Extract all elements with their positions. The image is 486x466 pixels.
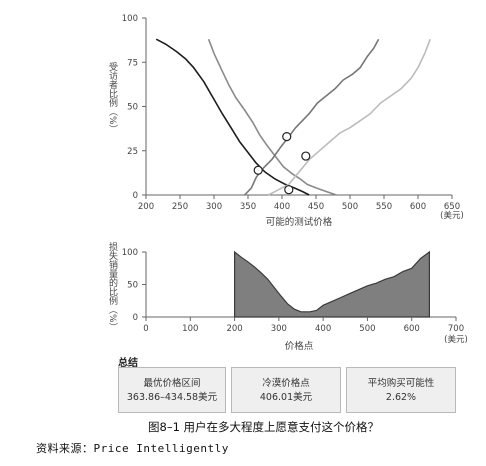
chart1-y-tick-label: 0 <box>133 191 138 201</box>
chart1-x-tick-label: 200 <box>138 202 154 212</box>
figure-caption: 图8–1 用户在多大程度上愿意支付这个价格？ <box>148 420 380 434</box>
chart1-y-tick-label: 100 <box>122 14 138 24</box>
chart1-series-line-4 <box>268 38 431 196</box>
chart1-x-tick-label: 250 <box>172 202 188 212</box>
chart1-x-tick-label: 600 <box>410 202 426 212</box>
chart2-x-tick-label: 0 <box>143 324 148 334</box>
chart1-y-tick-label: 25 <box>127 147 138 157</box>
summary-box-value: 406.01美元 <box>259 392 313 403</box>
chart1-y-tick-label: 75 <box>127 58 138 68</box>
chart1-x-unit: (美元) <box>440 210 464 221</box>
chart2-x-unit: (美元) <box>444 334 468 345</box>
summary-box-optimal-range: 最优价格区间 363.86–434.58美元 <box>118 367 226 413</box>
chart2-x-tick-label: 300 <box>271 324 287 334</box>
chart1-x-tick-label: 300 <box>206 202 222 212</box>
chart2-y-tick-label: 50 <box>127 281 138 291</box>
chart2-x-tick-label: 400 <box>315 324 331 334</box>
chart1-x-tick-label: 550 <box>376 202 392 212</box>
chart2-y-tick-label: 100 <box>122 248 138 258</box>
source-note: 资料来源：Price Intelligently <box>36 442 229 455</box>
chart1-series-line-2 <box>207 38 337 196</box>
chart1-x-tick-label: 450 <box>308 202 324 212</box>
summary-box-indifference-price: 冷漠价格点 406.01美元 <box>231 367 341 413</box>
chart1-intersection-marker <box>301 151 311 161</box>
chart2-y-label: 损失销量的比例（%） <box>107 241 118 332</box>
summary-box-value: 2.62% <box>385 392 417 403</box>
summary-title: 总结 <box>118 358 138 369</box>
chart2-x-label: 价格点 <box>285 340 314 352</box>
chart2-x-tick-label: 600 <box>404 324 420 334</box>
chart2-x-tick-label: 500 <box>359 324 375 334</box>
chart1-x-tick-label: 350 <box>240 202 256 212</box>
chart1-intersection-marker <box>284 185 294 195</box>
chart1-intersection-marker <box>282 131 292 142</box>
chart2-x-tick-label: 100 <box>182 324 198 334</box>
chart1-x-tick-label: 500 <box>342 202 358 212</box>
chart2-lost-sales-area <box>234 250 430 318</box>
chart1-series-line-3 <box>244 38 380 196</box>
summary-box-label: 冷漠价格点 <box>262 378 310 389</box>
chart1-y-label: 受访者比例（%） <box>107 61 118 134</box>
chart2-x-tick-label: 200 <box>226 324 242 334</box>
summary-box-label: 最优价格区间 <box>143 378 201 389</box>
lost-sales-chart: 0 50 100 0 100 200 300 400 500 600 700 (美元) 价格点 损… <box>107 241 468 352</box>
price-survey-chart: 0 25 50 75 100 200 250 300 350 400 450 500 550 600 65… <box>107 14 464 228</box>
chart2-y-tick-label: 0 <box>133 313 138 323</box>
summary-box-purchase-likelihood: 平均购买可能性 2.62% <box>346 367 456 413</box>
chart1-x-tick-label: 400 <box>274 202 290 212</box>
chart1-series-line-1 <box>155 38 310 196</box>
chart1-y-tick-label: 50 <box>127 103 138 113</box>
chart1-x-tick-label: 650 <box>444 202 460 212</box>
chart2-x-tick-label: 700 <box>448 324 464 334</box>
summary-box-value: 363.86–434.58美元 <box>126 392 218 403</box>
chart1-intersection-marker <box>253 165 263 175</box>
chart1-x-label: 可能的测试价格 <box>266 216 333 228</box>
summary-box-label: 平均购买可能性 <box>367 378 435 389</box>
